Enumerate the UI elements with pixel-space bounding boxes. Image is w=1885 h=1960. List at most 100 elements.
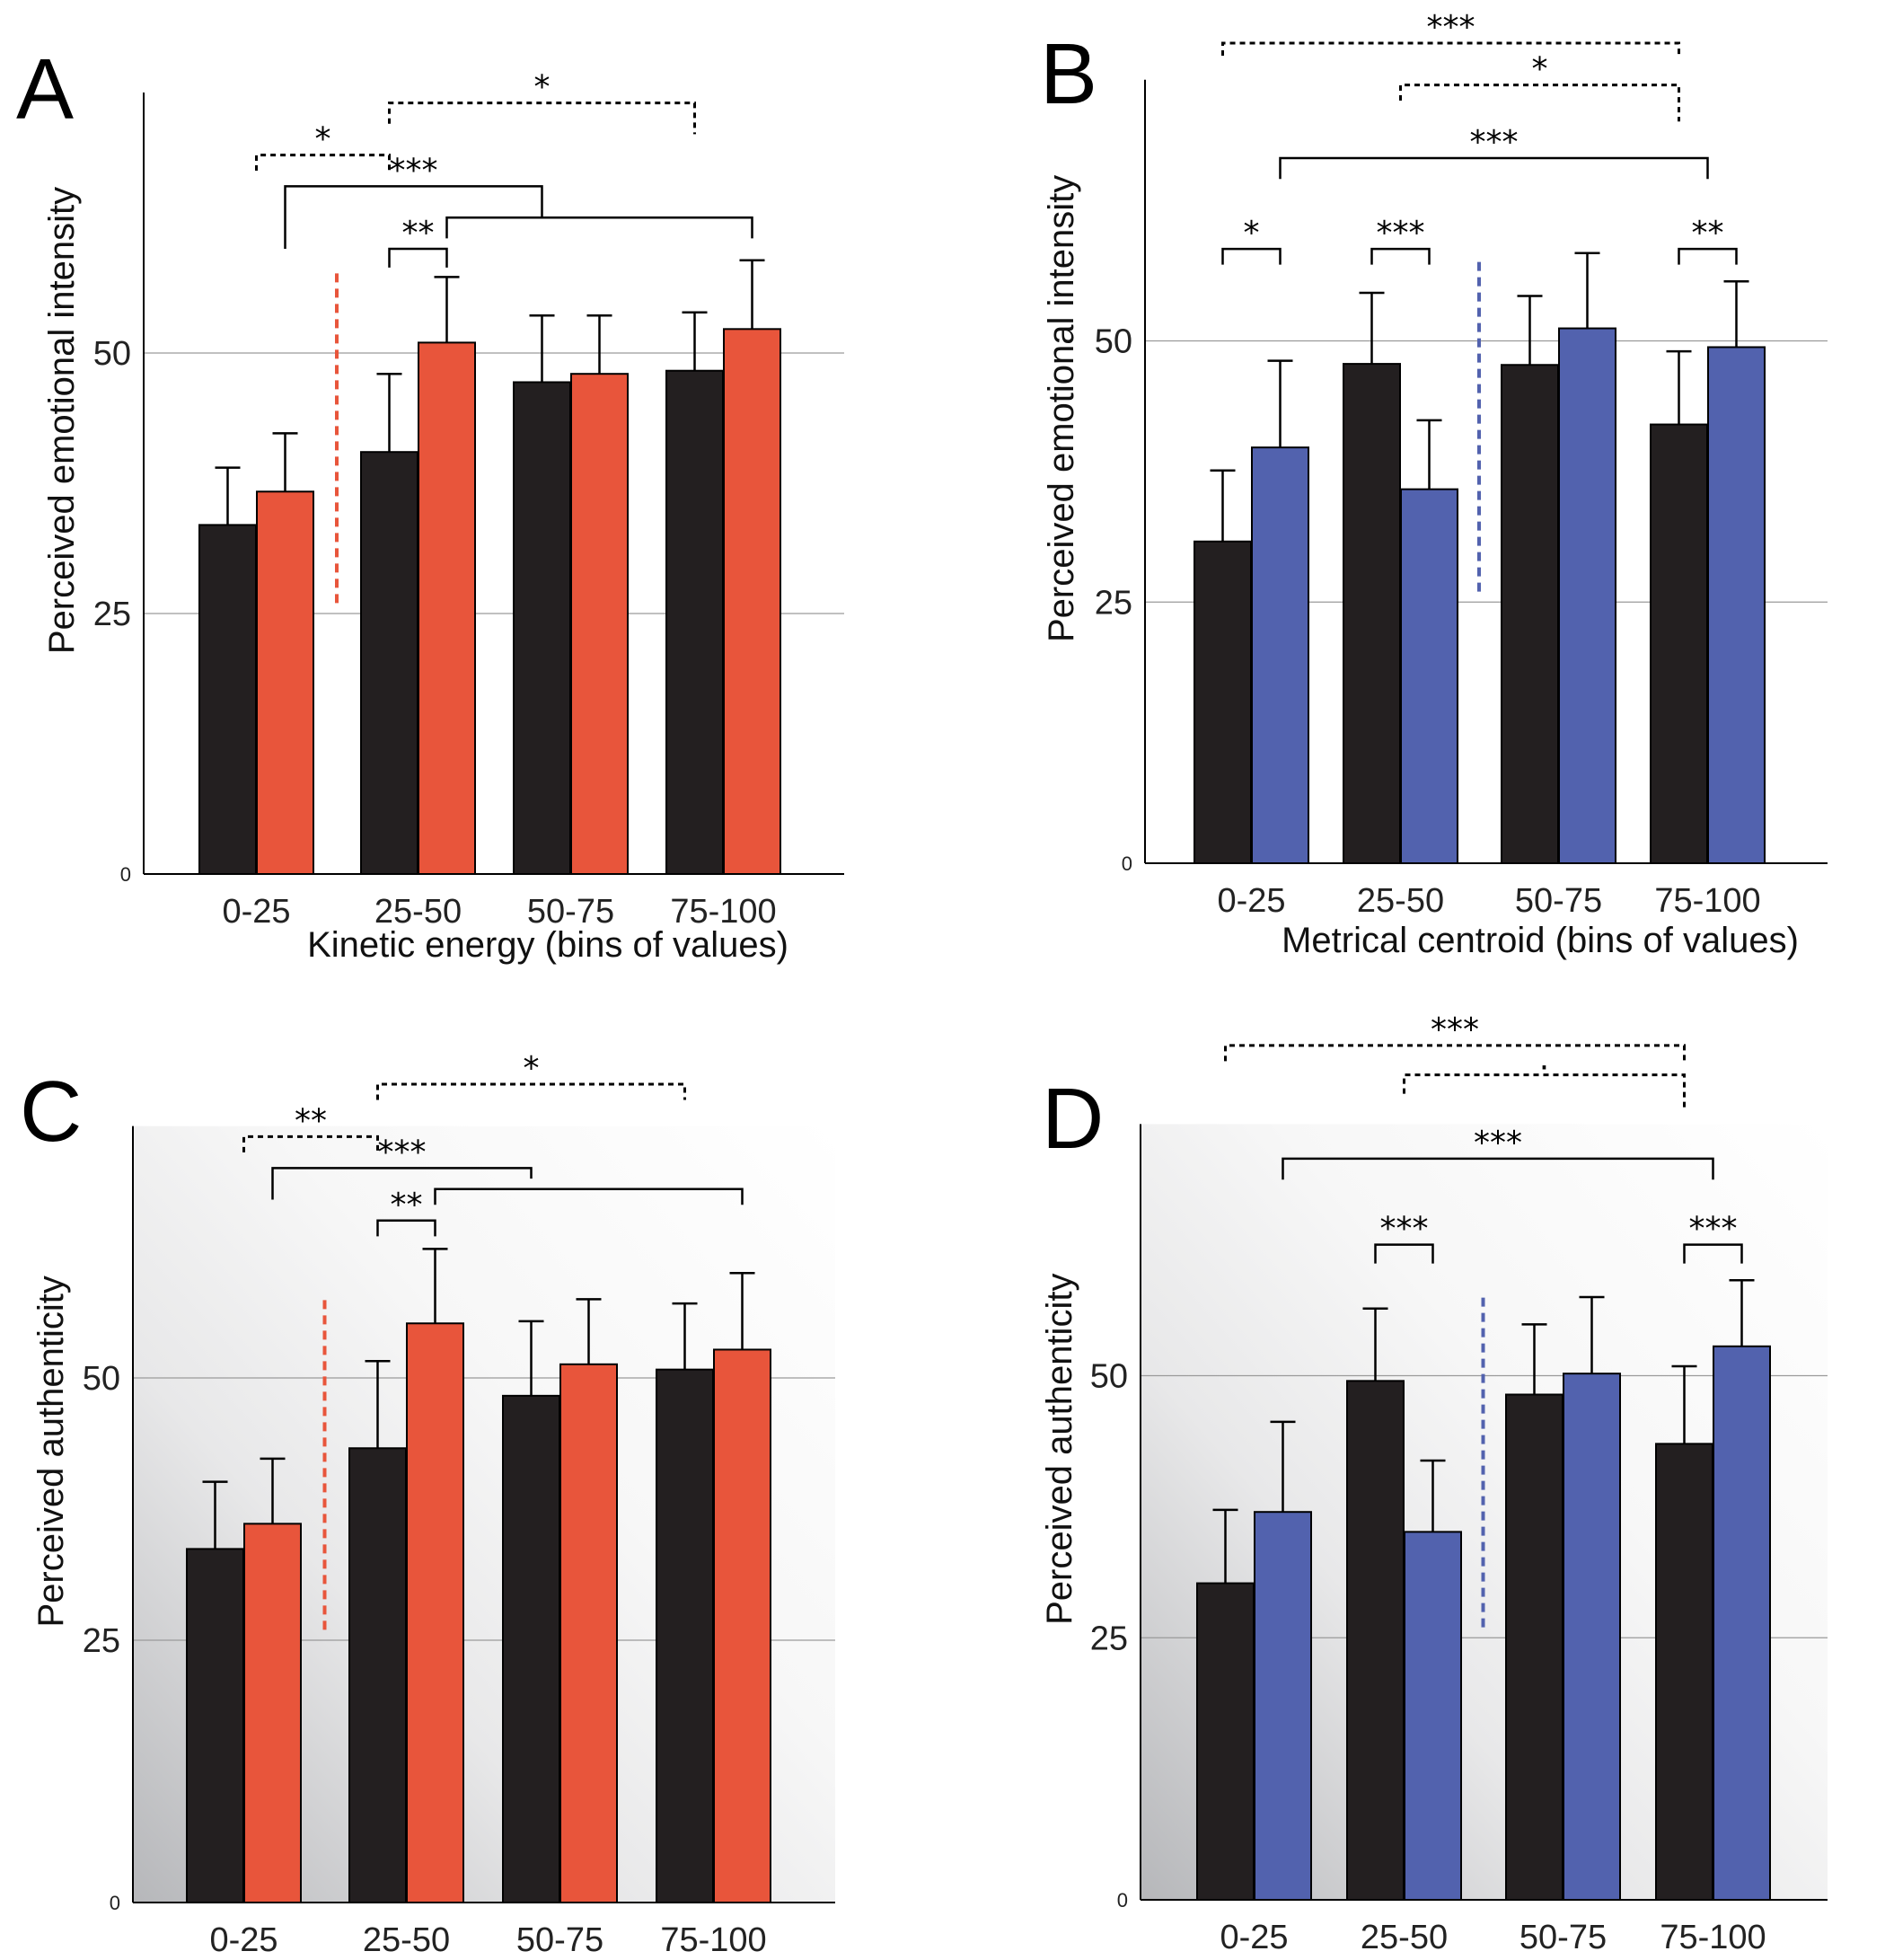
significance-label: **	[1692, 215, 1724, 252]
panel-label: A	[16, 41, 74, 137]
significance-label: *	[534, 69, 551, 106]
significance-bracket	[284, 185, 543, 249]
bar-color-25-50	[406, 1322, 464, 1904]
x-tick-label: 75-100	[1654, 882, 1760, 920]
significance-bracket	[1678, 247, 1738, 265]
significance-label: ***	[378, 1134, 427, 1170]
bar-color-0-25	[243, 1523, 302, 1904]
bar-black-25-50	[360, 451, 418, 875]
x-tick-label: 25-50	[374, 893, 462, 931]
panel-label: C	[20, 1064, 82, 1160]
bar-black-50-75	[513, 381, 571, 876]
y-tick-label: 0	[1122, 852, 1132, 875]
bar-color-75-100	[723, 328, 781, 875]
y-tick-label: 25	[83, 1622, 120, 1660]
bar-color-0-25	[1251, 446, 1309, 864]
x-tick-label: 0-25	[1217, 882, 1285, 920]
x-tick-label: 25-50	[363, 1921, 450, 1959]
significance-label: ***	[1474, 1125, 1522, 1161]
significance-bracket	[1374, 1243, 1434, 1264]
significance-label: ***	[1380, 1211, 1429, 1248]
significance-label: .	[1539, 1041, 1549, 1078]
significance-bracket	[1282, 1157, 1714, 1180]
significance-bracket	[376, 1082, 686, 1100]
y-axis-title: Perceived authenticity	[1040, 1274, 1079, 1625]
significance-bracket	[1370, 247, 1431, 265]
bar-black-75-100	[665, 369, 724, 876]
significance-bracket	[255, 154, 391, 171]
y-tick-label: 25	[1095, 584, 1132, 622]
bar-black-0-25	[198, 524, 257, 876]
y-axis-title: Perceived emotional intensity	[1042, 175, 1081, 642]
x-tick-label: 0-25	[222, 893, 290, 931]
significance-bracket	[1221, 41, 1680, 57]
significance-bracket	[445, 216, 753, 239]
y-tick-label: 25	[1090, 1620, 1128, 1657]
bar-black-25-50	[348, 1447, 407, 1903]
bar-color-25-50	[418, 341, 476, 875]
significance-bracket	[388, 247, 448, 268]
bar-black-0-25	[1196, 1582, 1255, 1902]
bar-black-25-50	[1343, 363, 1401, 864]
significance-label: ***	[1431, 1011, 1479, 1048]
x-tick-label: 25-50	[1361, 1919, 1448, 1956]
bar-black-75-100	[1655, 1443, 1713, 1901]
panel-label: D	[1042, 1071, 1104, 1167]
y-tick-label: 50	[1095, 323, 1132, 361]
y-tick-label: 25	[93, 596, 131, 633]
y-tick-label: 50	[83, 1360, 120, 1398]
bar-black-25-50	[1346, 1380, 1405, 1901]
significance-label: **	[295, 1102, 327, 1139]
significance-label: ***	[1470, 124, 1519, 161]
x-axis-title: Metrical centroid (bins of values)	[1282, 921, 1799, 960]
y-tick-label: 0	[110, 1892, 120, 1914]
bar-black-50-75	[502, 1394, 560, 1903]
bar-color-0-25	[1254, 1511, 1312, 1901]
y-tick-label: 0	[1117, 1889, 1128, 1911]
x-tick-label: 50-75	[1515, 882, 1602, 920]
x-tick-label: 75-100	[670, 893, 776, 931]
bar-black-75-100	[656, 1368, 714, 1903]
significance-bracket	[1683, 1243, 1743, 1264]
panel-d: 0 25 50 0-25 25-50 50-75 75-100 ***. *** *** *** D P…	[1040, 1011, 1828, 1956]
significance-label: *	[1532, 51, 1548, 88]
bar-color-50-75	[570, 373, 629, 875]
significance-bracket	[388, 102, 696, 135]
bar-color-25-50	[1400, 488, 1458, 864]
significance-bracket	[434, 1187, 744, 1205]
significance-bracket	[376, 1219, 436, 1237]
bar-color-50-75	[1563, 1373, 1621, 1901]
panel-label: B	[1040, 26, 1097, 122]
significance-label: ***	[390, 152, 438, 189]
bar-color-25-50	[1404, 1531, 1462, 1902]
bar-black-50-75	[1501, 364, 1559, 864]
bar-color-75-100	[1707, 346, 1766, 864]
y-tick-label: 50	[93, 335, 131, 373]
x-axis-title: Kinetic energy (bins of values)	[307, 925, 788, 965]
y-axis-title: Perceived emotional intensity	[42, 187, 82, 654]
x-tick-label: 50-75	[527, 893, 614, 931]
significance-bracket	[1279, 156, 1709, 180]
y-tick-label: 50	[1090, 1358, 1128, 1396]
y-tick-label: 0	[120, 863, 131, 886]
significance-label: ***	[1427, 9, 1475, 46]
significance-bracket	[1399, 84, 1680, 122]
x-tick-label: 0-25	[1220, 1919, 1288, 1956]
significance-label: *	[524, 1050, 540, 1087]
x-tick-label: 25-50	[1357, 882, 1444, 920]
y-axis-title: Perceived authenticity	[31, 1276, 71, 1627]
significance-label: *	[1244, 215, 1260, 252]
x-tick-label: 50-75	[1519, 1919, 1607, 1956]
significance-bracket	[242, 1135, 379, 1152]
bar-color-0-25	[256, 490, 314, 876]
significance-label: *	[315, 121, 331, 158]
significance-bracket	[271, 1167, 533, 1200]
significance-label: ***	[1377, 215, 1425, 252]
bar-color-75-100	[1713, 1345, 1771, 1901]
x-tick-label: 50-75	[516, 1921, 603, 1959]
significance-bracket	[1221, 247, 1282, 265]
x-tick-label: 75-100	[660, 1921, 766, 1959]
